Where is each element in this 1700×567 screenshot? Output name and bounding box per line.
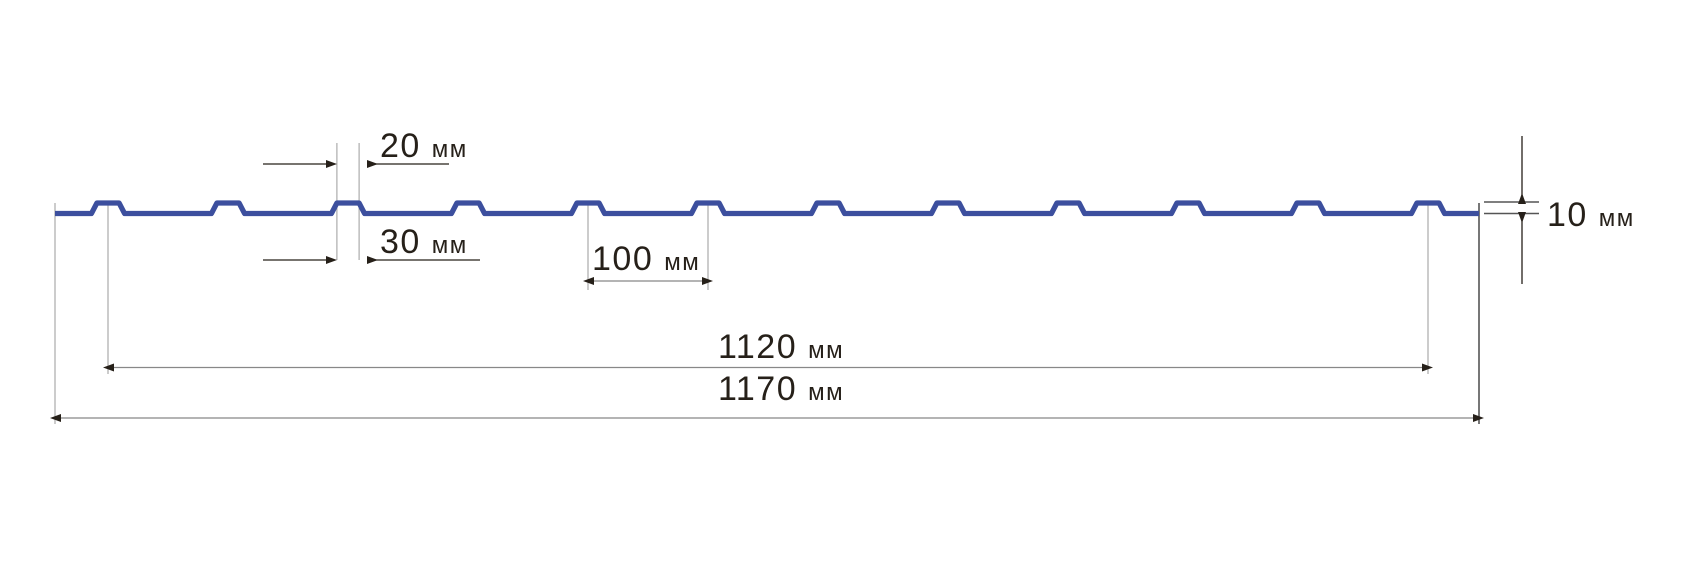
svg-text:100 мм: 100 мм: [592, 240, 700, 278]
svg-text:1170 мм: 1170 мм: [718, 370, 844, 408]
svg-text:10 мм: 10 мм: [1547, 196, 1635, 234]
svg-text:20 мм: 20 мм: [380, 127, 468, 165]
svg-text:30 мм: 30 мм: [380, 223, 468, 261]
svg-text:1120 мм: 1120 мм: [718, 328, 844, 366]
